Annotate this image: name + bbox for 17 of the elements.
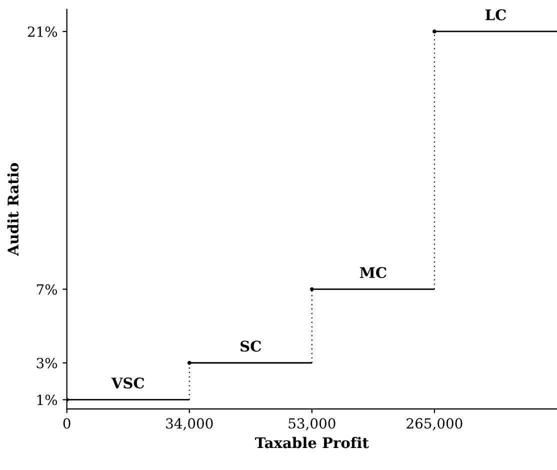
x-tick-label: 0 [63,418,70,429]
y-tick-label: 21% [28,26,58,37]
annotation: MC [360,267,386,278]
annotation: VSC [111,378,144,389]
x-tick-label: 265,000 [406,418,462,430]
x-tick-label: 53,000 [288,418,336,430]
point [187,360,192,365]
y-tick-label: 1% [37,394,58,406]
annotation: SC [240,340,261,352]
annotation: LC [485,9,506,20]
x-axis-title: Taxable Profit [255,436,369,448]
y-axis-title: Audit Ratio [7,163,19,256]
y-tick-label: 3% [36,358,58,368]
point [432,30,436,34]
x-tick-label: 34,000 [166,418,213,430]
point [310,287,314,292]
y-tick-label: 7% [36,284,58,295]
